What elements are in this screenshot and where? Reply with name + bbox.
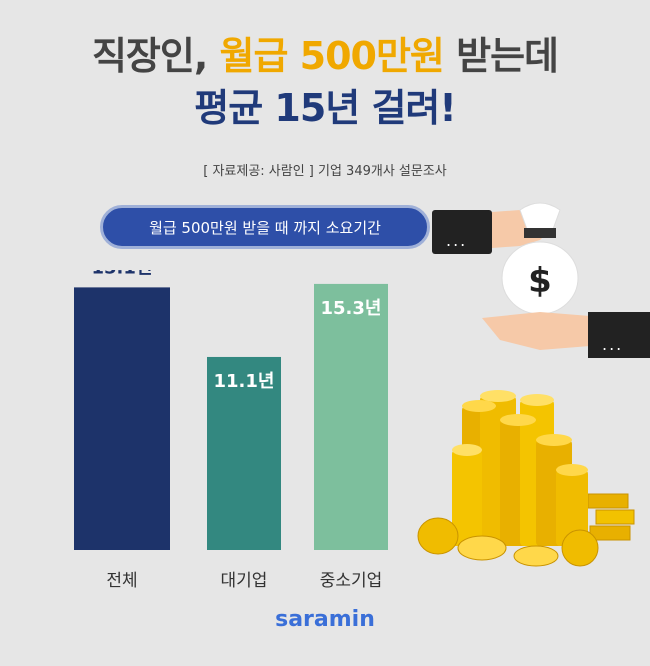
saramin-logo: saramin [275,607,375,632]
headline-line-1-end: 받는데 [443,34,559,78]
receiving-hand-icon [482,312,590,350]
value-label-1: 15.1년 [92,270,153,278]
loose-coins-icon [417,517,599,567]
category-label-1: 전체 [106,571,137,591]
receiving-arm-sleeve: ... [588,312,650,358]
money-bag-icon [501,202,579,315]
bar-3 [314,283,388,550]
sleeve-dots-2: ... [602,335,624,354]
category-label-2: 대기업 [221,571,268,591]
value-label-3: 15.3년 [321,298,382,319]
headline-line-1-start: 직장인, [91,34,220,78]
coin-stacks-icon [452,390,588,546]
sleeve-dots: ... [446,231,468,250]
value-label-2: 11.1년 [214,371,275,392]
giving-arm-sleeve: ... [432,210,492,254]
bar-1 [74,287,170,550]
bar-2 [207,356,281,550]
chart-caption-pill: 월급 500만원 받을 때 까지 소요기간 [100,205,430,249]
gold-bars-icon [587,493,635,541]
headline: 직장인, 월급 500만원 받는데 평균 15년 걸려! [0,30,650,134]
headline-line-2: 평균 15년 걸려! [194,86,456,130]
headline-line-1: 직장인, 월급 500만원 받는데 [0,30,650,82]
source-note: [ 자료제공: 사람인 ] 기업 349개사 설문조사 [203,164,447,179]
category-label-3: 중소기업 [320,571,383,591]
headline-accent: 월급 500만원 [219,34,445,78]
